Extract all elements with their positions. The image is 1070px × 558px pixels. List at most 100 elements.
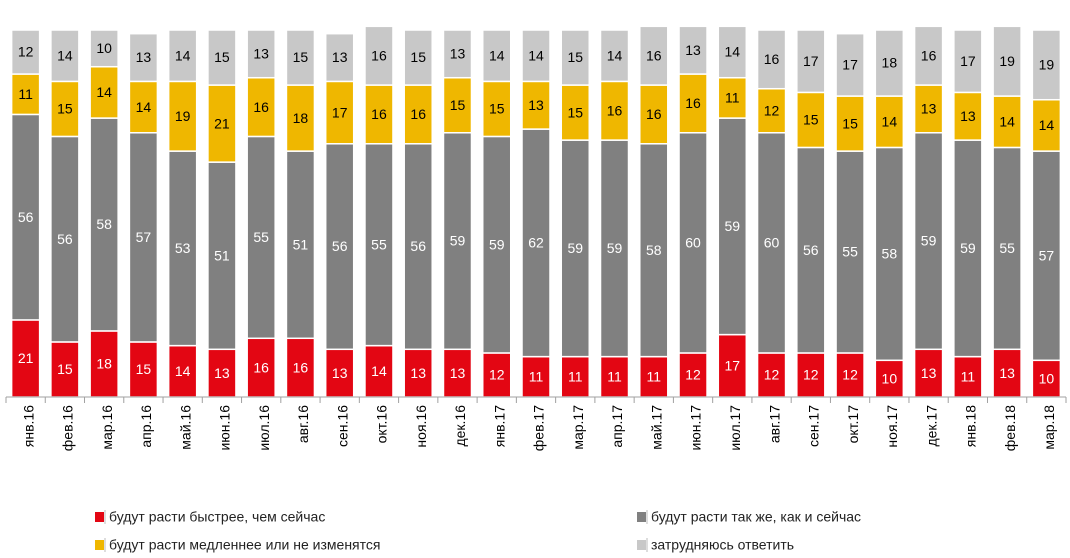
data-label: 14 bbox=[136, 99, 152, 115]
data-label: 14 bbox=[999, 113, 1015, 129]
x-tick-label: июл.17 bbox=[727, 405, 743, 451]
data-label: 13 bbox=[253, 46, 269, 62]
data-label: 13 bbox=[921, 365, 937, 381]
data-label: 12 bbox=[489, 367, 505, 383]
data-label: 13 bbox=[999, 365, 1015, 381]
bar-segment bbox=[835, 32, 865, 97]
data-label: 16 bbox=[253, 359, 269, 375]
data-label: 56 bbox=[57, 231, 73, 247]
x-tick-label: мар.18 bbox=[1041, 405, 1057, 450]
x-tick-label: дек.16 bbox=[452, 405, 468, 447]
data-label: 13 bbox=[960, 108, 976, 124]
data-label: 58 bbox=[646, 242, 662, 258]
bar-segment bbox=[992, 25, 1022, 97]
bar-segment bbox=[521, 128, 551, 358]
data-label: 59 bbox=[567, 240, 583, 256]
data-label: 14 bbox=[489, 47, 505, 63]
data-label: 14 bbox=[882, 113, 898, 129]
bar-segment bbox=[521, 355, 551, 398]
bar-segment bbox=[89, 29, 119, 68]
bar-segment bbox=[246, 29, 276, 79]
data-label: 16 bbox=[646, 47, 662, 63]
bar-segment bbox=[913, 132, 944, 351]
bar-segment bbox=[953, 139, 983, 358]
x-tick-label: фев.16 bbox=[60, 405, 76, 451]
legend-label: будут расти медленнее или не изменятся bbox=[109, 537, 380, 553]
data-label: 11 bbox=[607, 369, 622, 385]
data-label: 11 bbox=[725, 90, 740, 106]
data-label: 10 bbox=[96, 40, 112, 56]
bar-segment bbox=[992, 95, 1022, 149]
data-label: 11 bbox=[961, 369, 976, 385]
bar-segment bbox=[953, 355, 983, 398]
data-label: 11 bbox=[18, 86, 33, 102]
bar-segment bbox=[128, 80, 159, 134]
legend-swatch bbox=[95, 512, 104, 522]
data-label: 14 bbox=[725, 44, 741, 60]
data-label: 13 bbox=[332, 49, 348, 65]
x-tick-label: янв.18 bbox=[963, 405, 979, 447]
data-label: 56 bbox=[18, 209, 34, 225]
data-label: 17 bbox=[842, 57, 858, 73]
bar-segment bbox=[796, 352, 826, 398]
data-label: 13 bbox=[921, 101, 937, 117]
data-label: 18 bbox=[96, 356, 112, 372]
bar-segment bbox=[521, 80, 551, 130]
data-label: 14 bbox=[175, 47, 191, 63]
data-label: 19 bbox=[1039, 57, 1055, 73]
data-label: 16 bbox=[371, 106, 387, 122]
data-label: 55 bbox=[253, 229, 269, 245]
data-label: 59 bbox=[489, 236, 505, 252]
bar-segment bbox=[717, 117, 748, 336]
data-label: 16 bbox=[764, 51, 780, 67]
data-label: 55 bbox=[371, 236, 387, 252]
bar-segment bbox=[1031, 150, 1062, 362]
data-label: 17 bbox=[332, 104, 348, 120]
data-label: 55 bbox=[999, 240, 1015, 256]
x-tick-label: ноя.17 bbox=[884, 405, 900, 448]
data-label: 60 bbox=[685, 235, 701, 251]
x-tick-label: сен.16 bbox=[334, 405, 350, 447]
bar-segment bbox=[442, 348, 473, 398]
bar-segment bbox=[521, 29, 551, 83]
legend-swatch bbox=[637, 540, 646, 550]
bar-segment bbox=[678, 132, 708, 354]
data-label: 18 bbox=[293, 110, 309, 126]
bar-segment bbox=[128, 32, 159, 83]
data-label: 15 bbox=[489, 101, 505, 117]
x-tick-label: авг.17 bbox=[766, 405, 782, 443]
data-label: 12 bbox=[803, 367, 819, 383]
data-label: 15 bbox=[567, 104, 583, 120]
data-label: 53 bbox=[175, 240, 191, 256]
data-label: 14 bbox=[371, 363, 387, 379]
data-label: 17 bbox=[803, 53, 819, 69]
bar-segment bbox=[874, 29, 905, 97]
x-tick-label: июн.16 bbox=[217, 405, 233, 451]
bar-segment bbox=[796, 91, 826, 149]
legend-swatch bbox=[95, 540, 104, 550]
data-label: 10 bbox=[882, 370, 898, 386]
bar-segment bbox=[442, 29, 473, 79]
bar-segment bbox=[639, 25, 669, 86]
data-label: 15 bbox=[410, 49, 426, 65]
bar-segment bbox=[599, 139, 630, 358]
data-label: 18 bbox=[882, 55, 898, 71]
data-label: 59 bbox=[607, 240, 623, 256]
bar-segment bbox=[285, 29, 316, 86]
bar-segment bbox=[599, 29, 630, 83]
x-tick-label: янв.17 bbox=[491, 405, 507, 447]
data-label: 19 bbox=[175, 108, 191, 124]
data-label: 13 bbox=[685, 42, 701, 58]
data-label: 11 bbox=[647, 369, 662, 385]
data-label: 19 bbox=[999, 53, 1015, 69]
bar-segment bbox=[246, 135, 276, 340]
data-label: 10 bbox=[1039, 370, 1055, 386]
x-tick-label: окт.17 bbox=[845, 405, 861, 444]
data-label: 16 bbox=[371, 47, 387, 63]
bar-segment bbox=[246, 76, 276, 138]
x-tick-label: май.16 bbox=[177, 405, 193, 450]
bar-segment bbox=[167, 80, 198, 152]
data-label: 14 bbox=[528, 47, 544, 63]
data-label: 56 bbox=[410, 238, 426, 254]
data-label: 59 bbox=[450, 233, 466, 249]
